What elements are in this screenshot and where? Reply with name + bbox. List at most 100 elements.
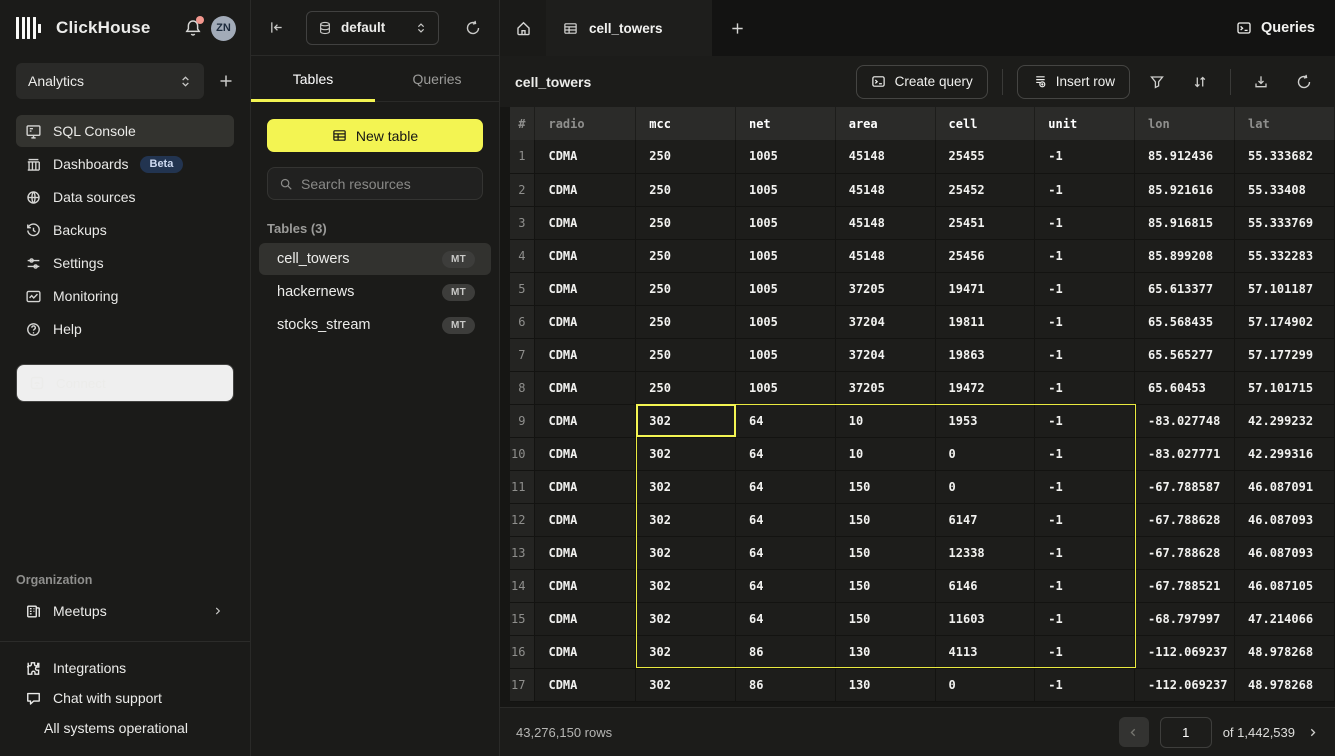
data-cell[interactable]: 10 [835, 437, 935, 470]
data-cell[interactable]: 130 [835, 635, 935, 668]
data-cell[interactable]: -1 [1035, 437, 1135, 470]
data-cell[interactable]: 45148 [835, 206, 935, 239]
column-header-radio[interactable]: radio [535, 107, 636, 140]
data-cell[interactable]: 65.60453 [1135, 371, 1235, 404]
data-cell[interactable]: -67.788521 [1135, 569, 1235, 602]
column-header-net[interactable]: net [735, 107, 835, 140]
data-cell[interactable]: 45148 [835, 239, 935, 272]
data-cell[interactable]: -68.797997 [1135, 602, 1235, 635]
data-cell[interactable]: CDMA [535, 338, 636, 371]
data-cell[interactable]: -1 [1035, 635, 1135, 668]
data-cell[interactable]: 85.899208 [1135, 239, 1235, 272]
data-cell[interactable]: 48.978268 [1235, 668, 1335, 701]
sidebar-item-settings[interactable]: Settings [16, 247, 234, 279]
data-cell[interactable]: 46.087105 [1235, 569, 1335, 602]
data-cell[interactable]: CDMA [535, 272, 636, 305]
data-cell[interactable]: 0 [935, 668, 1035, 701]
data-cell[interactable]: -1 [1035, 404, 1135, 437]
data-cell[interactable]: 302 [636, 437, 736, 470]
sidebar-item-chat-with-support[interactable]: Chat with support [16, 684, 234, 712]
data-cell[interactable]: CDMA [535, 173, 636, 206]
data-cell[interactable]: 64 [735, 437, 835, 470]
refresh-grid-button[interactable] [1288, 66, 1320, 98]
data-cell[interactable]: -1 [1035, 305, 1135, 338]
row-number-cell[interactable]: 12 [510, 503, 535, 536]
row-number-cell[interactable]: 6 [510, 305, 535, 338]
sidebar-item-meetups[interactable]: Meetups [16, 595, 234, 627]
row-number-cell[interactable]: 9 [510, 404, 535, 437]
data-cell[interactable]: 250 [636, 305, 736, 338]
data-cell[interactable]: 302 [636, 668, 736, 701]
avatar[interactable]: ZN [211, 16, 236, 41]
download-button[interactable] [1245, 66, 1277, 98]
data-cell[interactable]: 19863 [935, 338, 1035, 371]
data-cell[interactable]: 19472 [935, 371, 1035, 404]
data-cell[interactable]: -67.788628 [1135, 503, 1235, 536]
data-cell[interactable]: 302 [636, 635, 736, 668]
page-number-input[interactable] [1160, 717, 1212, 748]
data-cell[interactable]: 37205 [835, 272, 935, 305]
data-cell[interactable]: 64 [735, 569, 835, 602]
data-cell[interactable]: 55.333682 [1235, 140, 1335, 173]
data-cell[interactable]: -1 [1035, 602, 1135, 635]
row-number-cell[interactable]: 17 [510, 668, 535, 701]
data-cell[interactable]: 250 [636, 272, 736, 305]
data-cell[interactable]: 1005 [735, 140, 835, 173]
create-query-button[interactable]: Create query [856, 65, 988, 99]
sidebar-item-dashboards[interactable]: DashboardsBeta [16, 148, 234, 180]
data-cell[interactable]: 6146 [935, 569, 1035, 602]
data-cell[interactable]: 45148 [835, 173, 935, 206]
data-cell[interactable]: 10 [835, 404, 935, 437]
row-number-cell[interactable]: 7 [510, 338, 535, 371]
data-cell[interactable]: 302 [636, 404, 736, 437]
data-cell[interactable]: 150 [835, 602, 935, 635]
data-cell[interactable]: -1 [1035, 371, 1135, 404]
data-cell[interactable]: 250 [636, 206, 736, 239]
row-number-cell[interactable]: 3 [510, 206, 535, 239]
data-cell[interactable]: 42.299232 [1235, 404, 1335, 437]
data-cell[interactable]: 46.087093 [1235, 536, 1335, 569]
data-cell[interactable]: 150 [835, 470, 935, 503]
data-cell[interactable]: 0 [935, 470, 1035, 503]
data-cell[interactable]: CDMA [535, 668, 636, 701]
data-cell[interactable]: 48.978268 [1235, 635, 1335, 668]
data-cell[interactable]: CDMA [535, 140, 636, 173]
data-cell[interactable]: 57.101715 [1235, 371, 1335, 404]
table-list-item-hackernews[interactable]: hackernews MT [259, 276, 491, 308]
data-cell[interactable]: CDMA [535, 470, 636, 503]
data-cell[interactable]: 47.214066 [1235, 602, 1335, 635]
data-cell[interactable]: 12338 [935, 536, 1035, 569]
sidebar-item-sql-console[interactable]: SQL Console [16, 115, 234, 147]
tab-queries[interactable]: Queries [375, 56, 499, 101]
data-cell[interactable]: CDMA [535, 536, 636, 569]
data-cell[interactable]: 302 [636, 536, 736, 569]
column-header-unit[interactable]: unit [1035, 107, 1135, 140]
data-cell[interactable]: -1 [1035, 470, 1135, 503]
sidebar-item-monitoring[interactable]: Monitoring [16, 280, 234, 312]
data-cell[interactable]: 64 [735, 404, 835, 437]
search-resources-box[interactable] [267, 167, 483, 200]
data-cell[interactable]: 302 [636, 569, 736, 602]
data-cell[interactable]: CDMA [535, 503, 636, 536]
new-table-button[interactable]: New table [267, 119, 483, 152]
data-cell[interactable]: -1 [1035, 503, 1135, 536]
data-cell[interactable]: 11603 [935, 602, 1035, 635]
data-cell[interactable]: 42.299316 [1235, 437, 1335, 470]
data-cell[interactable]: CDMA [535, 569, 636, 602]
data-cell[interactable]: 19811 [935, 305, 1035, 338]
data-cell[interactable]: -67.788587 [1135, 470, 1235, 503]
data-cell[interactable]: -67.788628 [1135, 536, 1235, 569]
data-cell[interactable]: 250 [636, 371, 736, 404]
data-cell[interactable]: 65.568435 [1135, 305, 1235, 338]
data-cell[interactable]: 57.174902 [1235, 305, 1335, 338]
data-cell[interactable]: 64 [735, 536, 835, 569]
data-cell[interactable]: 46.087093 [1235, 503, 1335, 536]
row-number-cell[interactable]: 1 [510, 140, 535, 173]
add-workspace-button[interactable] [218, 73, 234, 89]
data-cell[interactable]: 250 [636, 173, 736, 206]
data-cell[interactable]: 19471 [935, 272, 1035, 305]
data-cell[interactable]: 1005 [735, 338, 835, 371]
column-header-lat[interactable]: lat [1235, 107, 1335, 140]
table-list-item-cell_towers[interactable]: cell_towers MT [259, 243, 491, 275]
data-cell[interactable]: -1 [1035, 272, 1135, 305]
